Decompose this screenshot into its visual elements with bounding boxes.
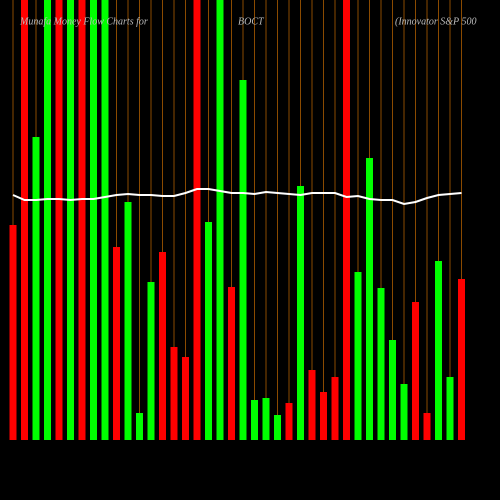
bar <box>147 282 155 440</box>
bar <box>343 0 350 440</box>
bar <box>113 247 120 440</box>
bar <box>320 392 327 440</box>
bar <box>170 347 178 440</box>
bar <box>377 288 385 440</box>
bar <box>136 413 143 440</box>
bar <box>101 0 109 440</box>
bar <box>67 0 74 440</box>
bar <box>32 137 40 440</box>
bar <box>44 0 51 440</box>
bar <box>400 384 408 440</box>
chart-title: Munafa Money Flow Charts for <box>19 16 148 27</box>
bar <box>297 186 304 440</box>
bar <box>251 400 258 440</box>
bar <box>262 398 270 440</box>
bar <box>193 0 201 440</box>
bar <box>366 158 373 440</box>
bar <box>331 377 339 440</box>
bar <box>412 302 419 440</box>
bar <box>423 413 431 440</box>
bar <box>446 377 454 440</box>
bar <box>389 340 396 440</box>
bar <box>9 225 17 440</box>
chart-note: (Innovator S&P 500 <box>395 16 476 27</box>
bar <box>182 357 189 440</box>
bar <box>274 415 281 440</box>
bar <box>205 222 212 440</box>
bars <box>9 0 465 440</box>
chart-subtitle: BOCT <box>238 16 265 27</box>
bar <box>159 252 166 440</box>
bar <box>435 261 442 440</box>
bar <box>55 0 63 440</box>
bar <box>354 272 362 440</box>
line <box>12 188 462 206</box>
bar <box>216 0 224 440</box>
bar <box>90 0 97 440</box>
bar <box>21 0 28 440</box>
bar <box>458 279 465 440</box>
bar <box>228 287 235 440</box>
bar <box>78 0 86 440</box>
bar <box>239 80 247 440</box>
bar <box>285 403 293 440</box>
bar <box>308 370 316 440</box>
bar <box>124 202 132 440</box>
